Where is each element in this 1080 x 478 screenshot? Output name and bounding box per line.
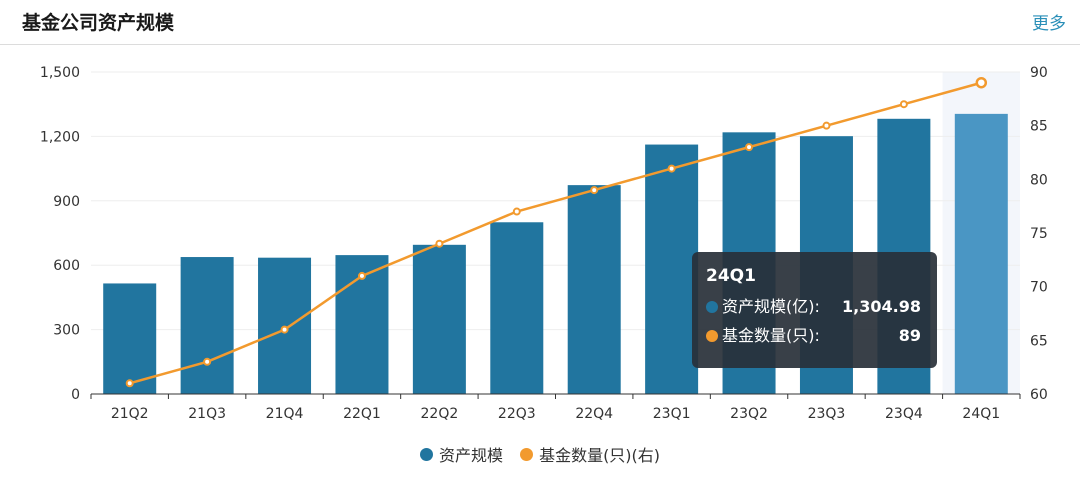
page-title: 基金公司资产规模	[22, 12, 175, 34]
tooltip-fund-count-dot	[706, 329, 718, 342]
left-tick-label: 0	[71, 387, 80, 403]
right-tick-label: 65	[1030, 333, 1048, 349]
x-tick-label: 23Q1	[653, 406, 691, 422]
line-point	[435, 239, 444, 248]
bar	[567, 185, 621, 394]
left-tick-label: 1,500	[40, 65, 80, 81]
line-point	[203, 357, 212, 366]
x-tick-label: 24Q1	[962, 406, 1000, 422]
legend-fund-count-label: 基金数量(只)(右)	[539, 446, 661, 465]
right-tick-label: 85	[1030, 119, 1048, 135]
x-tick-label: 23Q3	[808, 406, 846, 422]
right-tick-label: 80	[1030, 172, 1048, 188]
tooltip-row-assets: 资产规模(亿): 1,304.98	[706, 292, 923, 321]
tooltip-assets-label: 资产规模(亿):	[722, 297, 820, 316]
more-link[interactable]: 更多	[1032, 14, 1066, 34]
legend-item-fund-count[interactable]: 基金数量(只)(右)	[520, 442, 660, 466]
x-tick-label: 22Q2	[421, 406, 459, 422]
bar	[180, 257, 234, 394]
line-point	[822, 121, 831, 130]
line-point	[512, 207, 521, 216]
legend-item-assets[interactable]: 资产规模	[419, 442, 503, 466]
tooltip-fund-count-label: 基金数量(只):	[722, 326, 820, 345]
left-tick-label: 1,200	[40, 129, 80, 145]
legend-assets-label: 资产规模	[438, 446, 503, 465]
x-tick-label: 23Q4	[885, 406, 923, 422]
line-point	[280, 325, 289, 334]
tooltip-assets-dot	[706, 300, 718, 313]
right-tick-label: 75	[1030, 226, 1048, 242]
left-tick-label: 300	[53, 323, 80, 339]
legend-fund-count-dot	[520, 448, 534, 461]
line-point	[125, 379, 134, 388]
chart-canvas: 0 300 600 900 1,200 1,500 60 65 70 75 80 85 90 21Q2 21…	[40, 65, 1048, 422]
chart-header: 基金公司资产规模 更多	[0, 0, 1080, 45]
line-point	[899, 100, 908, 109]
right-tick-label: 90	[1030, 65, 1048, 81]
line-point	[745, 143, 754, 152]
bar	[954, 113, 1008, 395]
left-tick-label: 600	[53, 258, 80, 274]
tooltip-title: 24Q1	[706, 266, 756, 286]
left-tick-label: 900	[53, 194, 80, 210]
x-tick-label: 21Q2	[111, 406, 149, 422]
line-point	[975, 76, 988, 89]
right-tick-label: 70	[1030, 280, 1048, 296]
x-tick-label: 21Q3	[188, 406, 226, 422]
x-tick-label: 22Q3	[498, 406, 536, 422]
x-tick-label: 23Q2	[730, 406, 768, 422]
tooltip-row-fund-count: 基金数量(只): 89	[706, 321, 923, 350]
right-tick-label: 60	[1030, 387, 1048, 403]
line-point	[357, 271, 366, 280]
line-point	[590, 186, 599, 195]
legend-assets-dot	[419, 448, 433, 461]
bar	[645, 144, 699, 394]
tooltip-fund-count-value: 89	[898, 326, 921, 345]
x-tick-label: 21Q4	[266, 406, 304, 422]
bar	[490, 222, 544, 394]
x-tick-label: 22Q4	[575, 406, 613, 422]
x-tick-label: 22Q1	[343, 406, 381, 422]
chart-tooltip: 24Q1 资产规模(亿): 1,304.98 基金数量(只): 89	[692, 252, 937, 368]
tooltip-assets-value: 1,304.98	[842, 297, 921, 316]
line-point	[667, 164, 676, 173]
bar	[103, 283, 157, 394]
series-line	[129, 81, 982, 385]
chart-legend: 资产规模 基金数量(只)(右)	[0, 442, 1080, 466]
bar	[412, 244, 466, 394]
